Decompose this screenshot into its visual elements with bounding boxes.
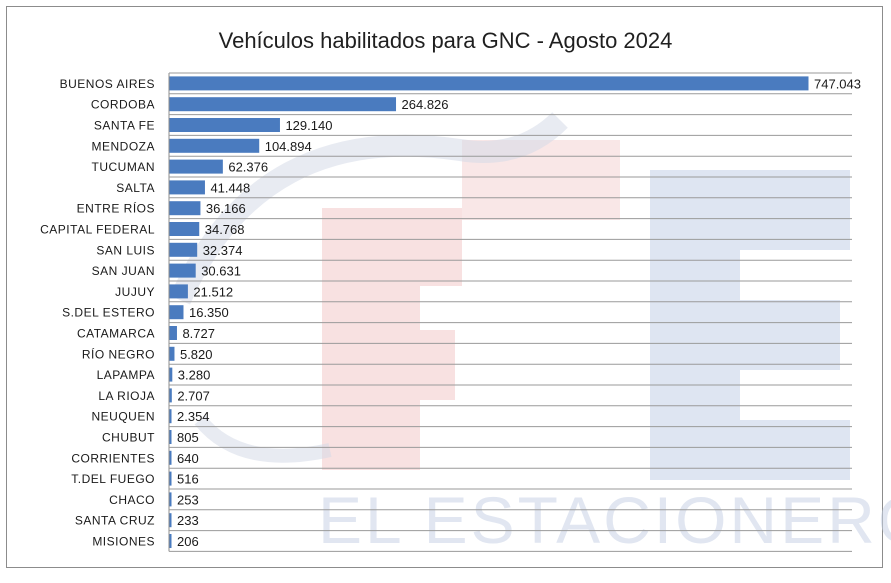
bar-9 [169, 242, 198, 257]
value-label: 516 [177, 472, 199, 487]
bar-17 [169, 409, 172, 424]
labels: BUENOS AIRES 747.043 CORDOBA 264.826 SANTA F… [40, 76, 861, 549]
category-label: CHUBUT [102, 431, 155, 445]
chart-title: Vehículos habilitados para GNC - Agosto … [218, 28, 673, 53]
category-label: SALTA [116, 181, 155, 195]
category-label: CAPITAL FEDERAL [40, 223, 155, 237]
watermark-text: EL ESTACIONERO [318, 483, 891, 557]
category-label: CORDOBA [91, 98, 155, 112]
value-label: 16.350 [189, 305, 229, 320]
value-label: 41.448 [210, 180, 250, 195]
category-label: BUENOS AIRES [60, 77, 155, 91]
bar-20 [169, 471, 172, 486]
category-label: S.DEL ESTERO [62, 306, 155, 320]
category-label: SAN JUAN [92, 264, 155, 278]
bar-21 [169, 492, 172, 507]
value-label: 62.376 [228, 160, 268, 175]
value-label: 2.354 [177, 409, 210, 424]
value-label: 104.894 [265, 139, 312, 154]
category-label: LAPAMPA [97, 368, 155, 382]
bar-11 [169, 284, 188, 299]
value-label: 34.768 [205, 222, 245, 237]
bar-4 [169, 138, 260, 153]
bar-7 [169, 201, 201, 216]
bar-19 [169, 450, 172, 465]
bar-8 [169, 222, 200, 236]
value-label: 32.374 [203, 243, 243, 258]
category-label: CHACO [109, 493, 155, 507]
category-label: ENTRE RÍOS [77, 201, 155, 216]
value-label: 5.820 [180, 347, 213, 362]
category-label: NEUQUEN [91, 410, 155, 424]
value-label: 253 [177, 492, 199, 507]
value-label: 8.727 [182, 326, 215, 341]
bar-5 [169, 159, 223, 174]
category-label: SANTA FE [94, 119, 155, 133]
bar-13 [169, 326, 177, 340]
bar-14 [169, 346, 175, 361]
value-label: 3.280 [178, 368, 211, 383]
category-label: CATAMARCA [77, 327, 155, 341]
value-label: 30.631 [201, 264, 241, 279]
bar-12 [169, 305, 184, 320]
category-label: TUCUMAN [92, 160, 156, 174]
value-label: 747.043 [814, 76, 861, 91]
value-label: 206 [177, 534, 199, 549]
value-label: 233 [177, 513, 199, 528]
bar-16 [169, 388, 172, 403]
value-label: 805 [177, 430, 199, 445]
gridlines [168, 72, 852, 552]
category-label: LA RIOJA [98, 389, 155, 403]
bar-6 [169, 180, 205, 195]
bar-23 [169, 534, 172, 548]
category-label: MENDOZA [92, 139, 156, 153]
category-label: RÍO NEGRO [82, 346, 155, 361]
category-label: T.DEL FUEGO [71, 472, 155, 486]
bars [169, 76, 809, 548]
bar-15 [169, 367, 173, 382]
bar-22 [169, 513, 172, 528]
category-label: JUJUY [115, 285, 155, 299]
bar-1 [169, 76, 809, 91]
bar-18 [169, 430, 172, 444]
category-label: CORRIENTES [71, 451, 155, 465]
category-label: SANTA CRUZ [75, 514, 155, 528]
category-label: SAN LUIS [96, 243, 155, 257]
value-label: 36.166 [206, 201, 246, 216]
value-label: 21.512 [193, 284, 233, 299]
value-label: 2.707 [177, 388, 210, 403]
value-label: 264.826 [402, 97, 449, 112]
bar-10 [169, 263, 196, 278]
value-label: 129.140 [285, 118, 332, 133]
bar-3 [169, 118, 280, 132]
category-label: MISIONES [92, 535, 155, 549]
value-label: 640 [177, 451, 199, 466]
bar-2 [169, 97, 397, 112]
